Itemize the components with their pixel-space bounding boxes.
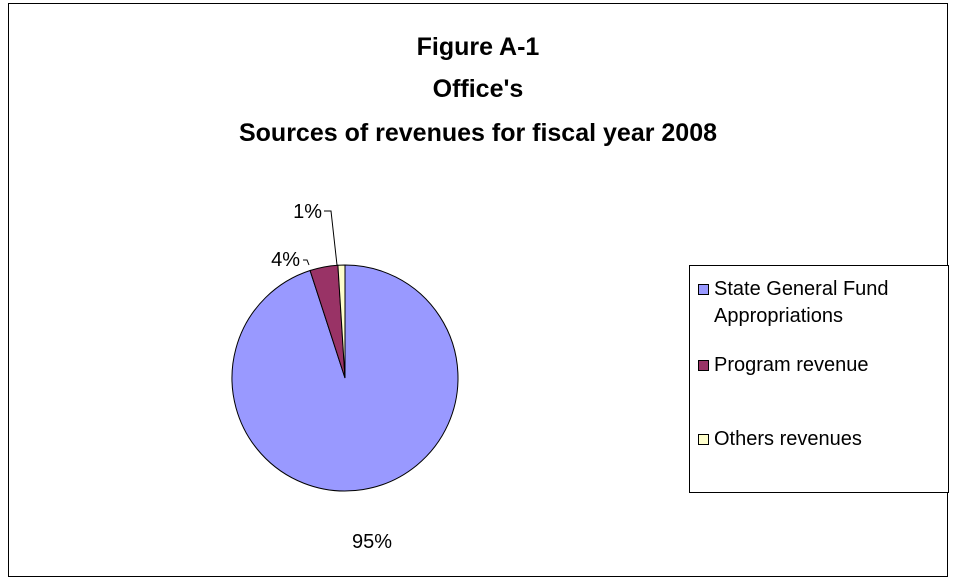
legend-item-state-general-fund: State General Fund Appropriations	[698, 276, 954, 330]
data-label-program-revenue: 4%	[271, 249, 300, 271]
chart-area: Figure A-1 Office's Sources of revenues …	[8, 3, 949, 577]
legend-swatch-others-revenues	[698, 434, 709, 445]
legend-label-program-revenue: Program revenue	[714, 354, 869, 376]
legend-swatch-state-general-fund	[698, 284, 709, 295]
legend-item-others-revenues: Others revenues	[698, 426, 954, 453]
legend-swatch-program-revenue	[698, 360, 709, 371]
legend: State General Fund Appropriations Progra…	[689, 265, 949, 493]
data-label-others-revenues: 1%	[293, 201, 322, 223]
data-label-state-general-fund: 95%	[352, 531, 392, 553]
data-label-program-revenue-leader	[303, 259, 310, 266]
chart-title-line-1: Figure A-1	[416, 33, 540, 61]
data-label-others-revenues-leader	[324, 210, 338, 266]
pie-chart: 95% 4% 1%	[231, 201, 459, 553]
slice-others-revenues	[337, 264, 346, 379]
chart-title-line-3: Sources of revenues for fiscal year 2008	[238, 119, 718, 147]
legend-label-others-revenues: Others revenues	[714, 428, 862, 450]
slice-state-general-fund	[231, 264, 459, 492]
legend-label-state-general-fund: State General Fund Appropriations	[714, 278, 889, 327]
chart-title-line-2: Office's	[432, 75, 524, 103]
legend-item-program-revenue: Program revenue	[698, 352, 954, 379]
